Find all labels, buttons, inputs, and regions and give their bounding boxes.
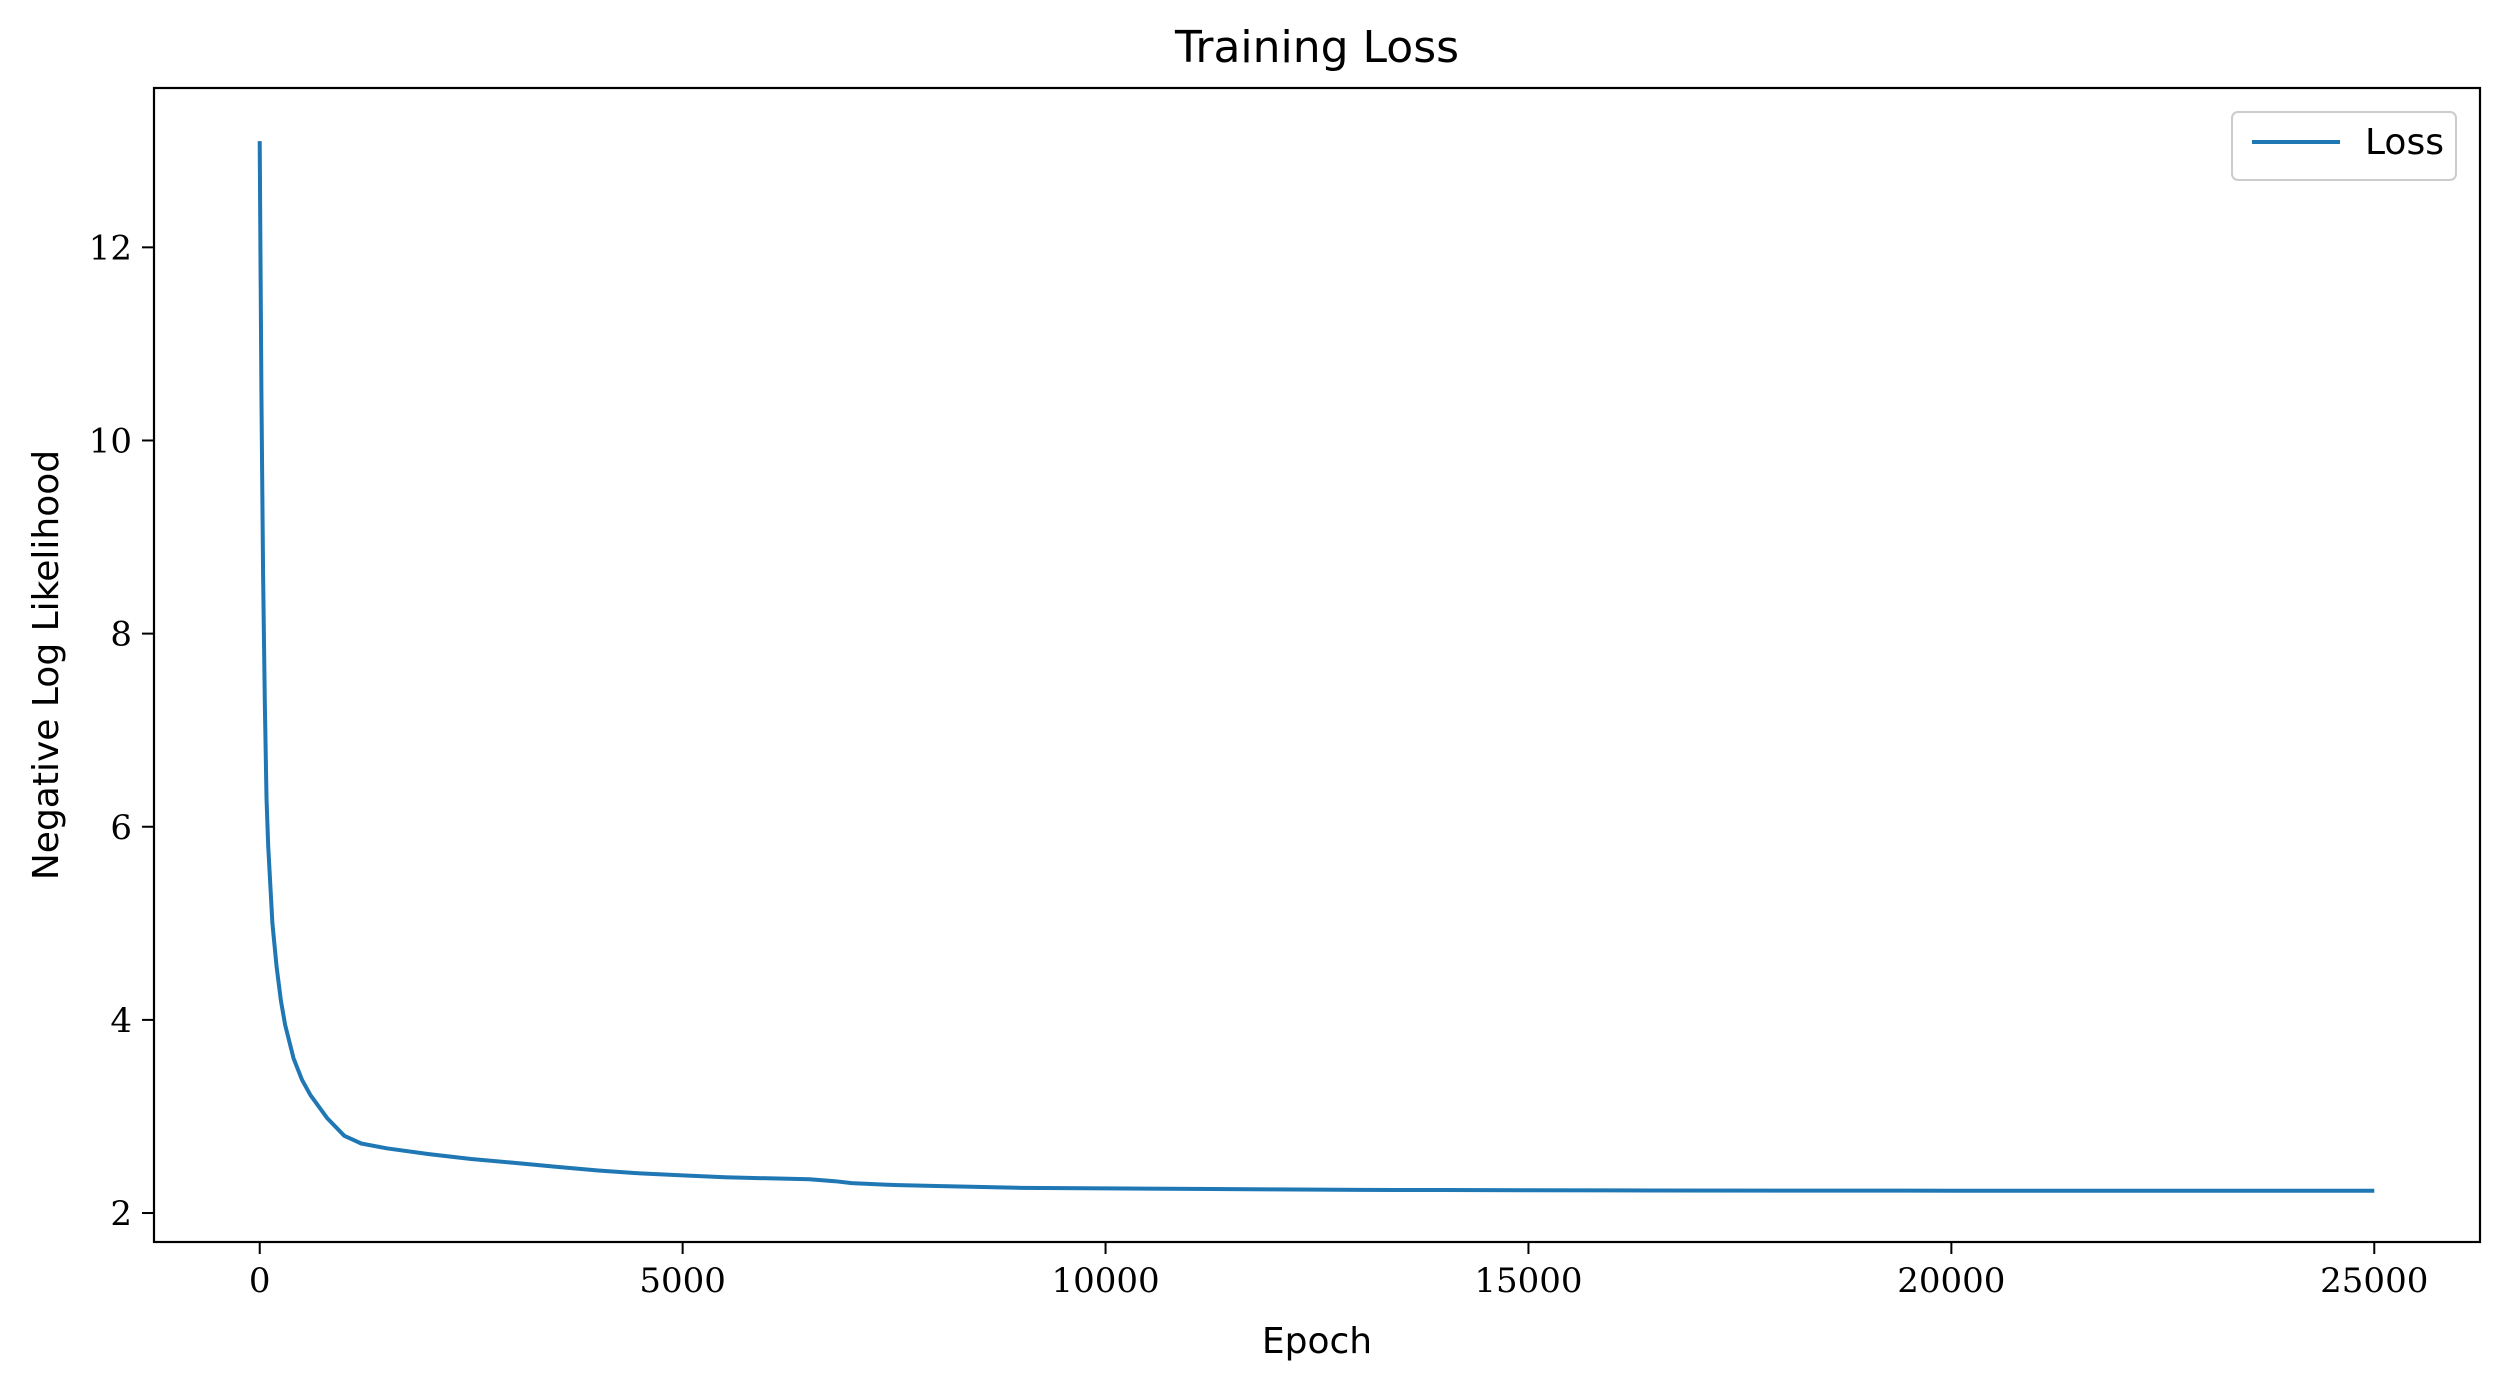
y-axis-ticks: 2 4 6 8 10 12 — [89, 228, 154, 1234]
x-tick-label: 25000 — [2320, 1261, 2428, 1301]
series-line-loss — [257, 141, 2375, 1193]
legend-box — [2231, 111, 2457, 181]
plot-area-frame — [152, 86, 2482, 1244]
y-tick-label: 10 — [89, 421, 132, 461]
x-tick-label: 10000 — [1051, 1261, 1159, 1301]
x-tick-label: 5000 — [639, 1261, 726, 1301]
x-tick-label: 0 — [249, 1261, 271, 1301]
y-tick-label: 6 — [110, 808, 132, 848]
y-tick-label: 8 — [110, 615, 132, 655]
y-tick-label: 2 — [110, 1194, 132, 1234]
x-tick-label: 15000 — [1474, 1261, 1582, 1301]
y-tick-label: 4 — [110, 1001, 132, 1041]
legend: Loss — [2231, 111, 2457, 181]
x-axis-label: Epoch — [1262, 1321, 1372, 1362]
x-axis-ticks: 0 5000 10000 15000 20000 25000 — [249, 1242, 2428, 1301]
x-tick-label: 20000 — [1897, 1261, 2005, 1301]
y-axis-label: Negative Log Likelihood — [26, 450, 67, 880]
chart-title: Training Loss — [1174, 22, 1459, 73]
y-tick-label: 12 — [89, 228, 132, 268]
legend-label-loss: Loss — [2365, 122, 2444, 163]
